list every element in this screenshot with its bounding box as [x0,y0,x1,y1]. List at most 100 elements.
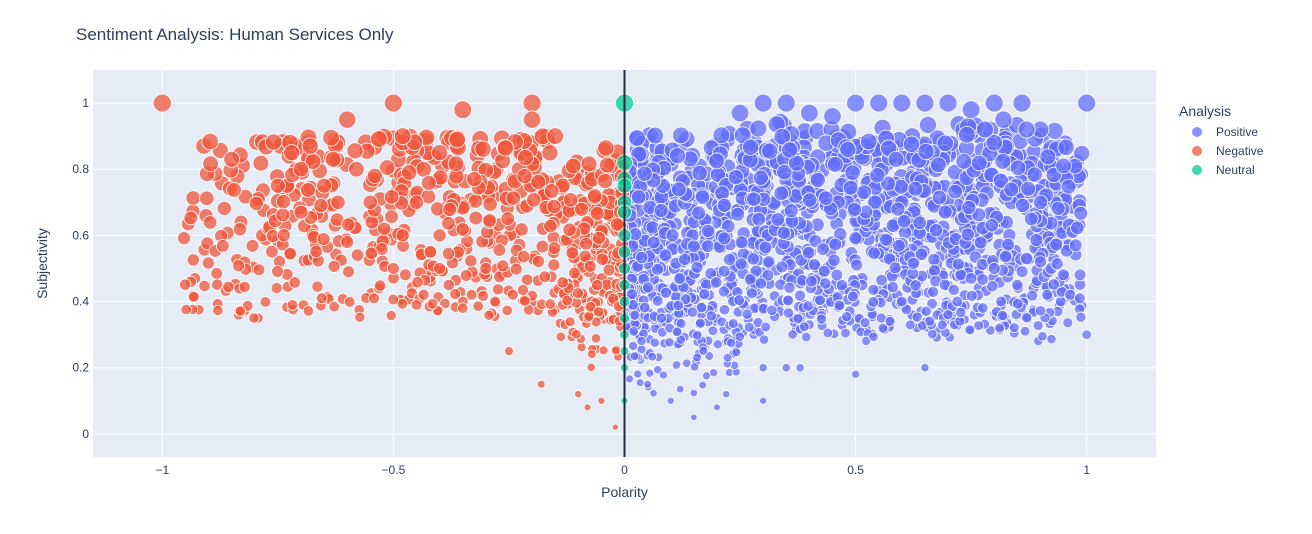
data-point[interactable] [973,320,985,331]
data-point[interactable] [1041,288,1054,301]
data-point[interactable] [1073,205,1089,221]
data-point[interactable] [639,301,651,314]
data-point[interactable] [610,345,621,356]
data-point[interactable] [947,283,960,296]
data-point[interactable] [611,423,619,431]
data-point[interactable] [733,126,752,144]
data-point[interactable] [387,293,400,306]
data-point[interactable] [773,185,789,202]
data-point[interactable] [907,180,924,197]
data-point[interactable] [758,363,768,373]
data-point[interactable] [770,212,786,227]
data-point[interactable] [909,279,922,292]
data-point[interactable] [202,155,219,173]
data-point[interactable] [492,243,507,257]
data-point[interactable] [1055,157,1072,175]
data-point[interactable] [760,321,772,333]
data-point[interactable] [920,305,932,317]
data-point[interactable] [383,189,400,205]
data-point[interactable] [835,279,848,292]
data-point[interactable] [705,310,717,322]
data-point[interactable] [635,378,645,388]
data-point[interactable] [223,150,241,168]
data-point[interactable] [364,214,380,230]
data-point[interactable] [423,245,438,259]
data-point[interactable] [687,239,701,254]
data-point[interactable] [860,132,878,151]
data-point[interactable] [992,172,1009,189]
data-point[interactable] [408,194,425,210]
data-point[interactable] [787,329,798,340]
data-point[interactable] [896,295,908,308]
data-point[interactable] [951,295,964,308]
data-point[interactable] [671,360,682,370]
data-point[interactable] [776,93,796,113]
data-point[interactable] [702,371,711,381]
data-point[interactable] [252,154,270,172]
data-point[interactable] [800,103,819,123]
data-point[interactable] [896,214,912,229]
data-point[interactable] [283,246,297,261]
data-point[interactable] [973,235,988,250]
data-point[interactable] [1073,292,1086,305]
data-point[interactable] [673,272,687,285]
data-point[interactable] [565,246,579,260]
data-point[interactable] [734,331,745,342]
data-point[interactable] [597,173,614,190]
data-point[interactable] [964,272,978,285]
data-point[interactable] [1009,159,1027,176]
data-point[interactable] [775,260,789,274]
data-point[interactable] [1015,197,1031,213]
data-point[interactable] [1050,200,1066,216]
data-point[interactable] [869,167,886,184]
data-point[interactable] [346,142,364,160]
data-point[interactable] [1039,148,1057,166]
data-point[interactable] [322,128,340,147]
data-point[interactable] [809,172,826,189]
data-point[interactable] [431,144,449,162]
data-point[interactable] [583,310,595,322]
data-point[interactable] [646,126,664,145]
data-point[interactable] [442,201,458,217]
data-point[interactable] [672,299,685,312]
data-point[interactable] [580,155,598,173]
data-point[interactable] [712,126,731,145]
data-point[interactable] [942,309,954,321]
data-point[interactable] [851,369,861,379]
data-point[interactable] [833,299,846,312]
data-point[interactable] [670,181,687,198]
data-point[interactable] [1026,289,1039,302]
data-point[interactable] [216,200,232,216]
data-point[interactable] [226,182,242,198]
data-point[interactable] [792,313,804,325]
data-point[interactable] [496,259,510,273]
data-point[interactable] [562,222,577,237]
data-point[interactable] [531,254,545,268]
data-point[interactable] [1049,237,1064,252]
data-point[interactable] [591,230,606,245]
data-point[interactable] [483,309,495,321]
data-point[interactable] [649,389,658,398]
data-point[interactable] [1046,333,1057,345]
data-point[interactable] [442,278,455,292]
data-point[interactable] [841,311,853,323]
data-point[interactable] [689,362,700,372]
data-point[interactable] [691,205,707,221]
data-point[interactable] [752,169,769,186]
data-point[interactable] [1032,320,1044,331]
data-point[interactable] [313,197,329,214]
data-point[interactable] [259,296,272,308]
legend-item-negative[interactable]: Negative [1192,144,1264,158]
data-point[interactable] [822,327,834,339]
data-point[interactable] [571,328,582,340]
data-point[interactable] [1075,311,1087,323]
data-point[interactable] [202,215,218,230]
legend-item-positive[interactable]: Positive [1192,125,1258,139]
data-point[interactable] [782,307,794,319]
data-point[interactable] [642,281,655,294]
data-point[interactable] [776,164,793,181]
data-point[interactable] [658,248,673,262]
data-point[interactable] [328,300,340,313]
data-point[interactable] [1081,329,1092,340]
data-point[interactable] [727,318,739,329]
